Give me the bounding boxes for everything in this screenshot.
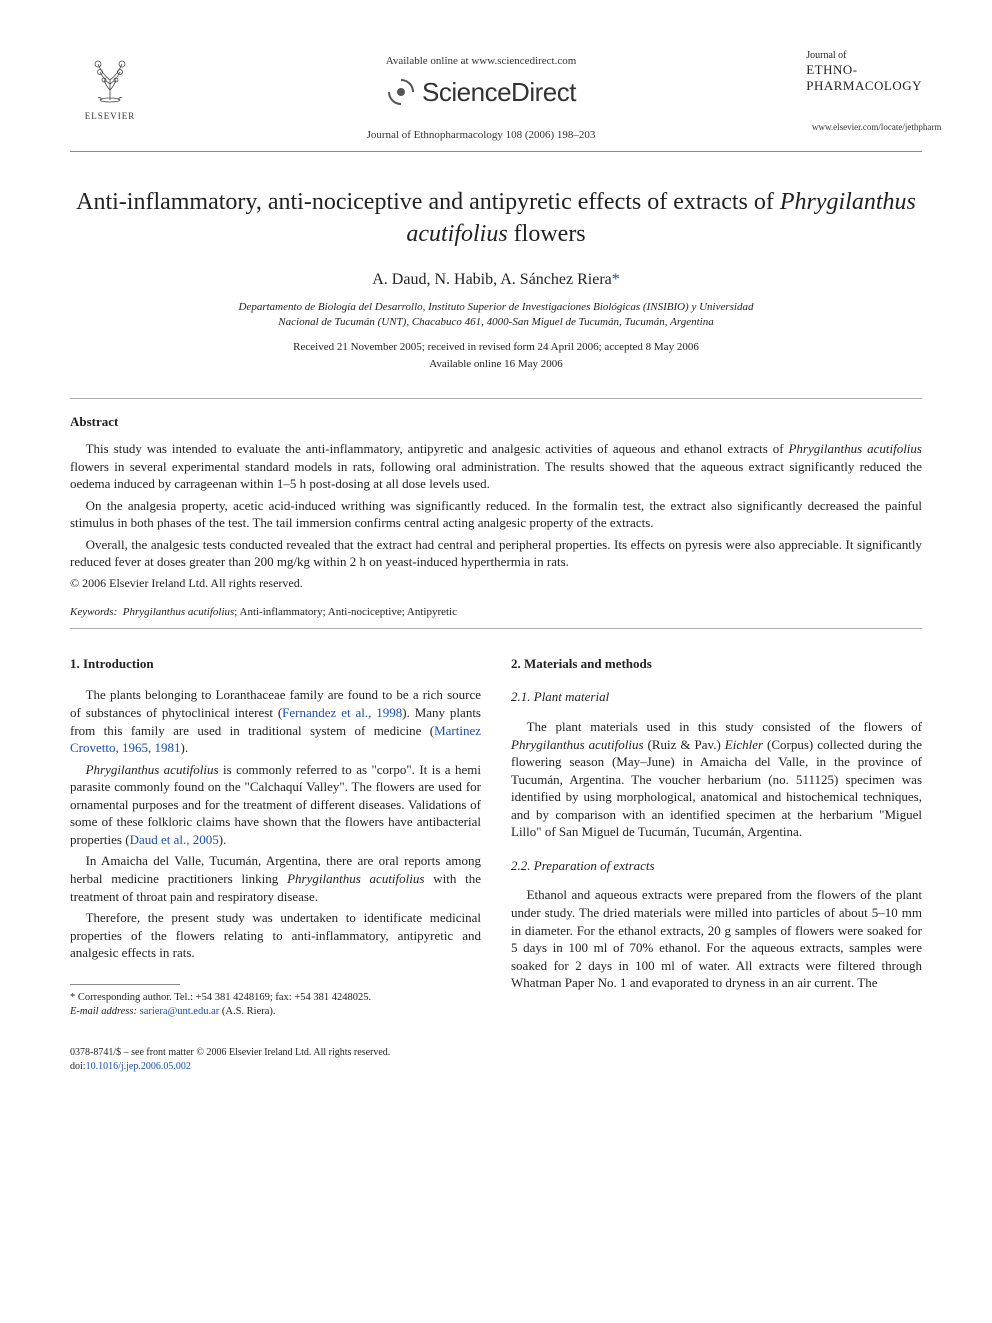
ref-fernandez[interactable]: Fernandez et al., 1998 — [282, 705, 402, 720]
corresponding-footnote: * Corresponding author. Tel.: +54 381 42… — [70, 991, 481, 1020]
abstract-para-3: Overall, the analgesic tests conducted r… — [70, 536, 922, 571]
received-dates: Received 21 November 2005; received in r… — [70, 340, 922, 355]
journal-box: Journal of ETHNO-PHARMACOLOGY www.elsevi… — [812, 50, 922, 133]
header-rule — [70, 151, 922, 152]
ref-daud[interactable]: Daud et al., 2005 — [130, 832, 219, 847]
publisher-logo: ELSEVIER — [70, 50, 150, 122]
article-title: Anti-inflammatory, anti-nociceptive and … — [70, 186, 922, 251]
keywords-line: Keywords: Phrygilanthus acutifolius; Ant… — [70, 605, 922, 620]
copyright-line: © 2006 Elsevier Ireland Ltd. All rights … — [70, 575, 922, 591]
section-2-heading: 2. Materials and methods — [511, 655, 922, 673]
elsevier-tree-icon — [82, 50, 138, 106]
footnote-rule — [70, 984, 180, 985]
header-center: Available online at www.sciencedirect.co… — [150, 50, 812, 143]
sciencedirect-logo: ScienceDirect — [150, 75, 812, 110]
doi-link[interactable]: 10.1016/j.jep.2006.05.002 — [86, 1061, 191, 1072]
intro-para-1: The plants belonging to Loranthaceae fam… — [70, 686, 481, 756]
abstract-top-rule — [70, 398, 922, 399]
journal-url: www.elsevier.com/locate/jethpharm — [812, 121, 922, 133]
section-2-2-heading: 2.2. Preparation of extracts — [511, 857, 922, 875]
sciencedirect-text: ScienceDirect — [422, 75, 576, 110]
email-link[interactable]: sariera@unt.edu.ar — [140, 1006, 220, 1017]
plant-material-para: The plant materials used in this study c… — [511, 718, 922, 841]
journal-header: ELSEVIER Available online at www.science… — [70, 50, 922, 143]
publisher-name: ELSEVIER — [85, 110, 136, 122]
abstract-heading: Abstract — [70, 413, 922, 431]
journal-of-label: Journal of — [806, 50, 922, 62]
intro-para-4: Therefore, the present study was underta… — [70, 909, 481, 962]
authors-line: A. Daud, N. Habib, A. Sánchez Riera* — [70, 269, 922, 291]
intro-para-3: In Amaicha del Valle, Tucumán, Argentina… — [70, 852, 481, 905]
right-column: 2. Materials and methods 2.1. Plant mate… — [511, 655, 922, 1020]
citation-line: Journal of Ethnopharmacology 108 (2006) … — [150, 128, 812, 143]
section-2-1-heading: 2.1. Plant material — [511, 688, 922, 706]
intro-para-2: Phrygilanthus acutifolius is commonly re… — [70, 761, 481, 849]
corresponding-mark: * — [612, 271, 620, 288]
section-1-heading: 1. Introduction — [70, 655, 481, 673]
abstract-para-1: This study was intended to evaluate the … — [70, 440, 922, 493]
body-columns: 1. Introduction The plants belonging to … — [70, 655, 922, 1020]
page-footer: 0378-8741/$ – see front matter © 2006 El… — [70, 1046, 922, 1074]
extracts-para: Ethanol and aqueous extracts were prepar… — [511, 886, 922, 991]
sd-swoosh-icon — [386, 77, 416, 107]
abstract-bottom-rule — [70, 628, 922, 629]
available-online-text: Available online at www.sciencedirect.co… — [150, 54, 812, 69]
available-date: Available online 16 May 2006 — [70, 357, 922, 372]
affiliation: Departamento de Biología del Desarrollo,… — [70, 300, 922, 330]
journal-name-text: ETHNO-PHARMACOLOGY — [806, 62, 922, 93]
left-column: 1. Introduction The plants belonging to … — [70, 655, 481, 1020]
abstract-para-2: On the analgesia property, acetic acid-i… — [70, 497, 922, 532]
